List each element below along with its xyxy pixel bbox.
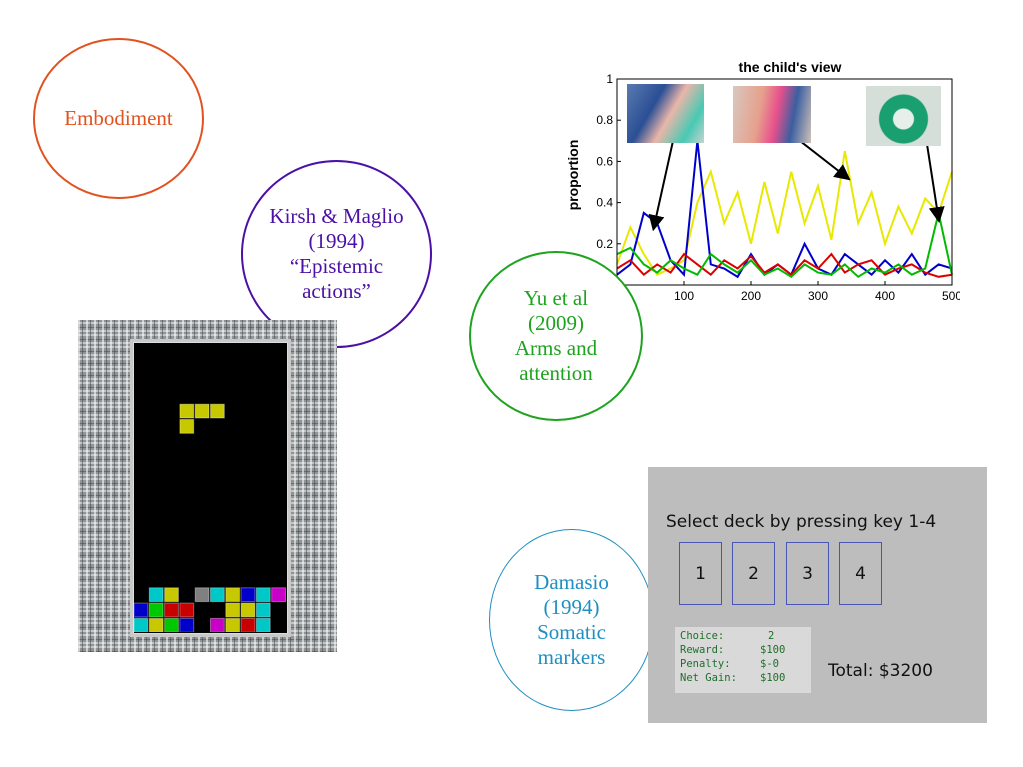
deck-1-button[interactable]: 1 xyxy=(679,542,722,605)
stack-block xyxy=(255,587,271,603)
stats-box: Choice: 2 Reward: $100 Penalty: $-0 Net … xyxy=(675,627,811,693)
y-tick-label: 0.4 xyxy=(596,196,613,210)
x-tick-label: 200 xyxy=(741,289,761,303)
stack-block xyxy=(164,587,179,603)
kirsh-maglio-circle: Kirsh & Maglio (1994) “Epistemic actions… xyxy=(241,160,432,348)
deck-3-button[interactable]: 3 xyxy=(786,542,829,605)
deck-2-button[interactable]: 2 xyxy=(732,542,775,605)
stack-block xyxy=(255,617,271,632)
embodiment-label: Embodiment xyxy=(64,106,173,130)
stack-block xyxy=(225,587,241,603)
stack-block xyxy=(225,602,241,618)
stat-choice: Choice: 2 xyxy=(680,630,774,642)
annotation-arrow xyxy=(924,132,945,224)
iowa-gambling-task-panel: Select deck by pressing key 1-4 1 2 3 4 … xyxy=(648,467,987,723)
stack-block xyxy=(164,602,179,618)
stat-penalty-label: Penalty: xyxy=(680,658,731,670)
y-tick-label: 0.6 xyxy=(596,154,613,168)
chart-title: the child's view xyxy=(739,59,842,75)
stack-block xyxy=(148,602,164,618)
yu-et-al-circle: Yu et al (2009) Arms and attention xyxy=(469,251,643,421)
tetris-game-screenshot xyxy=(78,320,337,652)
stack-block xyxy=(210,617,225,632)
kirsh-maglio-label: Kirsh & Maglio (1994) “Epistemic actions… xyxy=(269,204,404,303)
x-tick-label: 300 xyxy=(808,289,828,303)
stack-block xyxy=(133,617,149,632)
stat-penalty: Penalty: $-0 xyxy=(680,658,779,670)
stack-block xyxy=(133,602,149,618)
stat-net-gain-label: Net Gain: xyxy=(680,672,737,684)
stack-block xyxy=(225,617,241,632)
stack-block xyxy=(179,617,195,632)
falling-piece-block xyxy=(194,403,210,419)
chart-y-axis-label: proportion xyxy=(565,140,581,211)
stat-choice-label: Choice: xyxy=(680,630,725,642)
stat-choice-value: 2 xyxy=(768,630,775,642)
deck-4-button[interactable]: 4 xyxy=(839,542,882,605)
annotation-arrow xyxy=(648,136,675,232)
damasio-circle: Damasio (1994) Somatic markers xyxy=(489,529,654,711)
falling-piece-block xyxy=(179,403,195,419)
stat-reward-label: Reward: xyxy=(680,644,725,656)
chart-frame xyxy=(616,78,953,286)
stack-block xyxy=(240,587,256,603)
y-tick-label: 0.8 xyxy=(596,113,613,127)
stack-block xyxy=(210,587,225,603)
x-tick-label: 400 xyxy=(875,289,895,303)
embodiment-circle: Embodiment xyxy=(33,38,204,199)
stack-block xyxy=(240,602,256,618)
photo-blue-toy xyxy=(627,84,704,143)
photo-pink-toy xyxy=(733,86,811,143)
series-line-2 xyxy=(616,140,953,279)
yu-et-al-label: Yu et al (2009) Arms and attention xyxy=(514,286,598,385)
total-amount: Total: $3200 xyxy=(828,661,933,681)
deck-prompt: Select deck by pressing key 1-4 xyxy=(666,512,937,532)
stack-block xyxy=(148,617,164,632)
falling-piece-block xyxy=(210,403,225,419)
series-line-4 xyxy=(616,212,953,279)
annotation-arrow xyxy=(793,135,851,181)
stat-penalty-value: $-0 xyxy=(760,658,779,670)
stack-block xyxy=(179,602,195,618)
stat-net-gain-value: $100 xyxy=(760,672,786,684)
series-line-1 xyxy=(616,150,953,276)
stack-block xyxy=(255,602,271,618)
stat-reward: Reward: $100 xyxy=(680,644,785,656)
stack-block xyxy=(164,617,179,632)
stack-block xyxy=(271,587,286,603)
x-tick-label: 100 xyxy=(674,289,694,303)
tetris-blocks xyxy=(133,403,286,632)
series-line-3 xyxy=(616,252,953,278)
stat-reward-value: $100 xyxy=(760,644,786,656)
damasio-label: Damasio (1994) Somatic markers xyxy=(534,570,609,669)
falling-piece-block xyxy=(179,419,195,434)
tetris-well xyxy=(130,339,291,637)
stack-block xyxy=(240,617,256,632)
stack-block xyxy=(194,587,210,603)
x-tick-label: 500 xyxy=(942,289,960,303)
photo-green-ring xyxy=(866,86,941,146)
y-tick-label: 0.2 xyxy=(596,237,613,251)
y-tick-label: 1 xyxy=(606,72,613,86)
stack-block xyxy=(148,587,164,603)
stat-net-gain: Net Gain: $100 xyxy=(680,672,785,684)
